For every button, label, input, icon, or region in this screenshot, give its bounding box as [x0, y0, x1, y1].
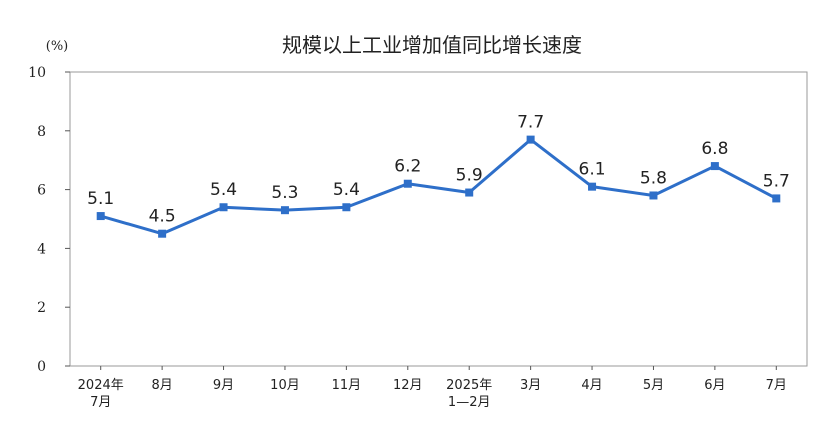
- data-point: [772, 194, 781, 203]
- x-tick-label: 6月: [704, 378, 725, 393]
- x-tick-label: 9月: [213, 378, 234, 393]
- data-point: [465, 188, 474, 197]
- x-tick-label: 7月: [90, 395, 111, 410]
- x-tick-label: 2024年: [78, 378, 124, 393]
- x-tick-label: 10月: [270, 378, 300, 393]
- x-tick-label: 5月: [643, 378, 664, 393]
- y-tick-label: 6: [37, 183, 46, 199]
- data-point: [526, 135, 535, 144]
- y-axis-unit: (%): [46, 39, 69, 54]
- data-point: [219, 203, 228, 212]
- data-label: 6.8: [701, 139, 728, 159]
- x-tick-label: 1—2月: [448, 395, 491, 410]
- data-label: 4.5: [149, 207, 176, 227]
- y-tick-label: 4: [37, 241, 46, 257]
- data-label: 5.4: [210, 180, 237, 200]
- data-point: [403, 179, 412, 188]
- x-tick-label: 11月: [332, 378, 362, 393]
- data-point: [710, 162, 719, 171]
- data-label: 5.3: [271, 183, 298, 203]
- series: 5.1 4.5 5.4 5.3 5.4 6.2 5.9 7.7 6.1 5.8 6.8 5.7: [87, 113, 790, 238]
- data-label: 5.1: [87, 189, 114, 209]
- series-line: [99, 138, 778, 236]
- chart-title: 规模以上工业增加值同比增长速度: [282, 33, 582, 57]
- data-label: 5.7: [763, 171, 790, 191]
- axes: 0 2 4 6 8 10 2024年 7月 8月 9月 10月 11月 12月 2025年 1—2月 3月 4月…: [28, 65, 787, 410]
- y-tick-label: 8: [37, 124, 46, 140]
- data-point: [96, 212, 105, 221]
- plot-frame: [69, 71, 808, 367]
- data-point: [158, 229, 167, 238]
- data-label: 5.8: [640, 168, 667, 188]
- x-tick-label: 8月: [151, 378, 172, 393]
- y-tick-label: 0: [37, 359, 46, 375]
- y-tick-label: 2: [37, 300, 46, 316]
- data-point: [342, 203, 351, 212]
- data-label: 5.9: [456, 166, 483, 186]
- data-point: [280, 206, 289, 215]
- x-tick-label: 12月: [393, 378, 423, 393]
- data-label: 7.7: [517, 113, 544, 133]
- data-label: 6.1: [579, 160, 606, 180]
- data-point: [649, 191, 658, 200]
- data-label: 5.4: [333, 180, 360, 200]
- x-tick-label: 3月: [520, 378, 541, 393]
- data-label: 6.2: [394, 157, 421, 177]
- x-tick-label: 7月: [766, 378, 787, 393]
- y-tick-label: 10: [28, 65, 46, 81]
- data-point: [588, 182, 597, 191]
- x-tick-label: 2025年: [446, 378, 492, 393]
- x-tick-label: 4月: [581, 378, 602, 393]
